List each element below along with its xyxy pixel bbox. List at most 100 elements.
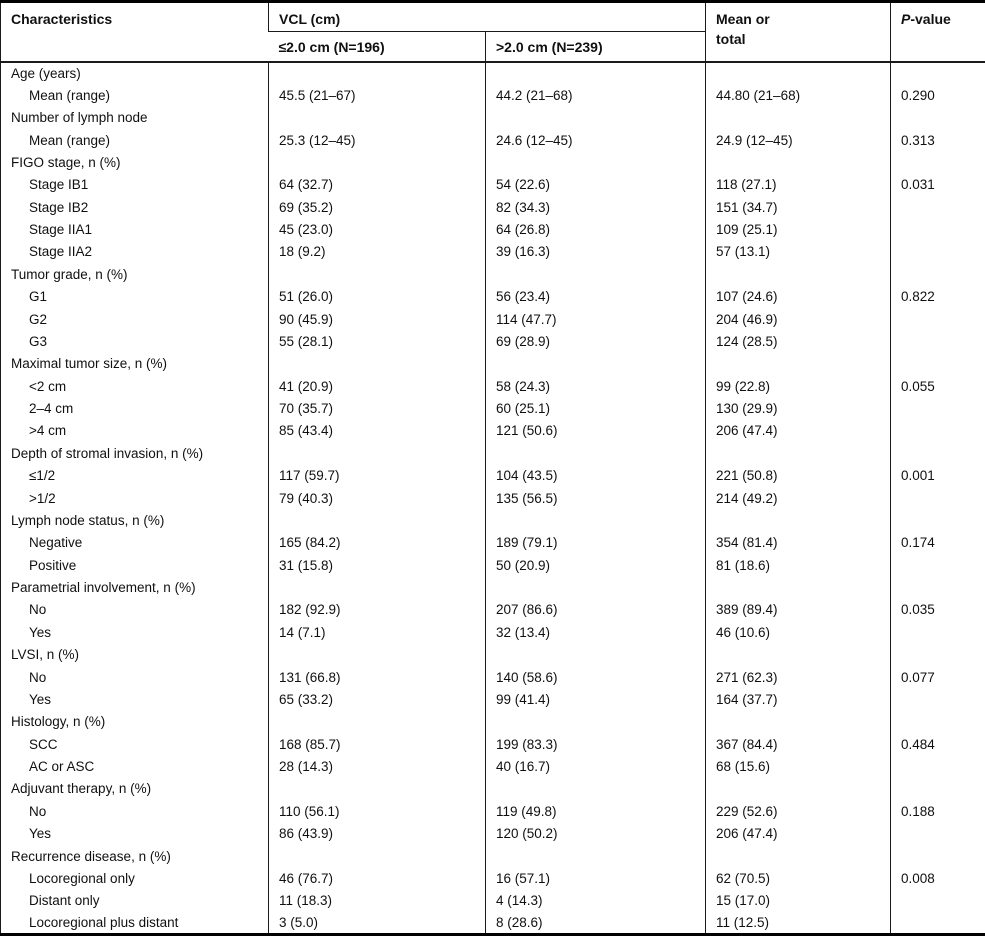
cell-characteristic: Adjuvant therapy, n (%) [11,781,152,797]
col-header-gt-2cm: >2.0 cm (N=239) [484,31,706,63]
cell-mean-or-total: 271 (62.3) [705,665,891,689]
cell-gt-2cm: 135 (56.5) [484,486,706,510]
table-row: SCC 168 (85.7) 199 (83.3) 367 (84.4) 0.484 [1,733,985,756]
cell-mean-or-total: 164 (37.7) [705,688,891,711]
cell-characteristic: G3 [29,333,48,349]
cell-mean-or-total [705,106,891,129]
cell-le-2cm [268,509,486,532]
cell-le-2cm: 11 (18.3) [268,889,486,913]
cell-gt-2cm: 121 (50.6) [484,419,706,443]
cell-le-2cm: 25.3 (12–45) [268,128,486,152]
cell-gt-2cm [484,710,706,734]
cell-p-value [890,576,985,599]
cell-p-value: 0.290 [890,84,985,107]
cell-p-value [890,554,985,577]
cell-mean-or-total [705,352,891,376]
cell-mean-or-total [705,777,891,801]
cell-mean-or-total: 46 (10.6) [705,621,891,644]
cell-le-2cm: 168 (85.7) [268,733,486,756]
cell-le-2cm: 46 (76.7) [268,867,486,890]
table-row: Number of lymph node [1,106,985,129]
cell-p-value [890,330,985,353]
cell-mean-or-total: 124 (28.5) [705,330,891,353]
cell-characteristic: Yes [29,624,52,640]
cell-gt-2cm [484,509,706,532]
cell-gt-2cm: 40 (16.7) [484,755,706,778]
cell-characteristic: Depth of stromal invasion, n (%) [11,445,204,461]
table-row: G2 90 (45.9) 114 (47.7) 204 (46.9) [1,307,985,331]
cell-mean-or-total: 68 (15.6) [705,755,891,778]
cell-mean-or-total: 81 (18.6) [705,554,891,577]
cell-gt-2cm: 119 (49.8) [484,800,706,823]
cell-le-2cm [268,61,486,85]
cell-p-value [890,822,985,845]
cell-mean-or-total [705,710,891,734]
cell-characteristic: Locoregional plus distant [29,915,179,931]
cell-mean-or-total [705,151,891,174]
cell-mean-or-total: 118 (27.1) [705,173,891,197]
table-row: Distant only 11 (18.3) 4 (14.3) 15 (17.0) [1,889,985,913]
cell-p-value [890,196,985,219]
cell-p-value [890,61,985,85]
cell-gt-2cm: 114 (47.7) [484,307,706,331]
cell-p-value [890,151,985,174]
table-row: Mean (range) 25.3 (12–45) 24.6 (12–45) 24.9… [1,128,985,152]
cell-gt-2cm: 54 (22.6) [484,173,706,197]
cell-mean-or-total: 354 (81.4) [705,531,891,555]
cell-gt-2cm: 60 (25.1) [484,397,706,420]
cell-gt-2cm [484,106,706,129]
cell-p-value: 0.174 [890,531,985,555]
cell-mean-or-total: 151 (34.7) [705,196,891,219]
cell-p-value [890,777,985,801]
cell-p-value [890,621,985,644]
cell-characteristic: <2 cm [29,378,67,394]
cell-le-2cm [268,352,486,376]
cell-mean-or-total: 109 (25.1) [705,218,891,241]
cell-mean-or-total [705,643,891,666]
cell-characteristic: 2–4 cm [29,401,74,417]
cell-characteristic: LVSI, n (%) [11,647,80,663]
cell-gt-2cm: 4 (14.3) [484,889,706,913]
cell-gt-2cm: 104 (43.5) [484,464,706,487]
table-row: G3 55 (28.1) 69 (28.9) 124 (28.5) [1,330,985,353]
table-row: No 182 (92.9) 207 (86.6) 389 (89.4) 0.035 [1,598,985,622]
table-row: Adjuvant therapy, n (%) [1,777,985,801]
cell-characteristic: Distant only [29,893,100,909]
cell-le-2cm: 182 (92.9) [268,598,486,622]
cell-characteristic: Number of lymph node [11,110,148,126]
cell-p-value [890,889,985,913]
cell-p-value [890,912,985,935]
table-row: ≤1/2 117 (59.7) 104 (43.5) 221 (50.8) 0.001 [1,464,985,487]
cell-le-2cm: 14 (7.1) [268,621,486,644]
cell-gt-2cm [484,777,706,801]
table-row: >1/2 79 (40.3) 135 (56.5) 214 (49.2) [1,486,985,510]
cell-characteristic: No [29,602,47,618]
cell-le-2cm [268,576,486,599]
table-row: Negative 165 (84.2) 189 (79.1) 354 (81.4) 0.… [1,531,985,555]
col-header-characteristics: Characteristics [0,1,269,63]
cell-p-value [890,307,985,331]
cell-characteristic: Maximal tumor size, n (%) [11,356,168,372]
cell-characteristic: AC or ASC [29,759,95,775]
cell-gt-2cm [484,263,706,286]
cell-p-value: 0.031 [890,173,985,197]
col-header-p-value: P-value [890,1,985,63]
mean-or-total-label: Mean or total [716,11,770,48]
cell-characteristic: Histology, n (%) [11,714,106,730]
cell-p-value [890,397,985,420]
cell-gt-2cm: 82 (34.3) [484,196,706,219]
cell-p-value [890,442,985,465]
cell-p-value: 0.188 [890,800,985,823]
table-row: AC or ASC 28 (14.3) 40 (16.7) 68 (15.6) [1,755,985,778]
cell-p-value: 0.001 [890,464,985,487]
table-body: Age (years) Mean (range) 45.5 (21–67) 44.2 … [1,61,985,935]
cell-mean-or-total [705,844,891,868]
cell-le-2cm: 85 (43.4) [268,419,486,443]
cell-p-value: 0.055 [890,375,985,398]
cell-characteristic: Mean (range) [29,87,111,103]
cell-p-value [890,486,985,510]
cell-characteristic: G1 [29,289,48,305]
cell-mean-or-total: 11 (12.5) [705,912,891,935]
cell-p-value: 0.484 [890,733,985,756]
